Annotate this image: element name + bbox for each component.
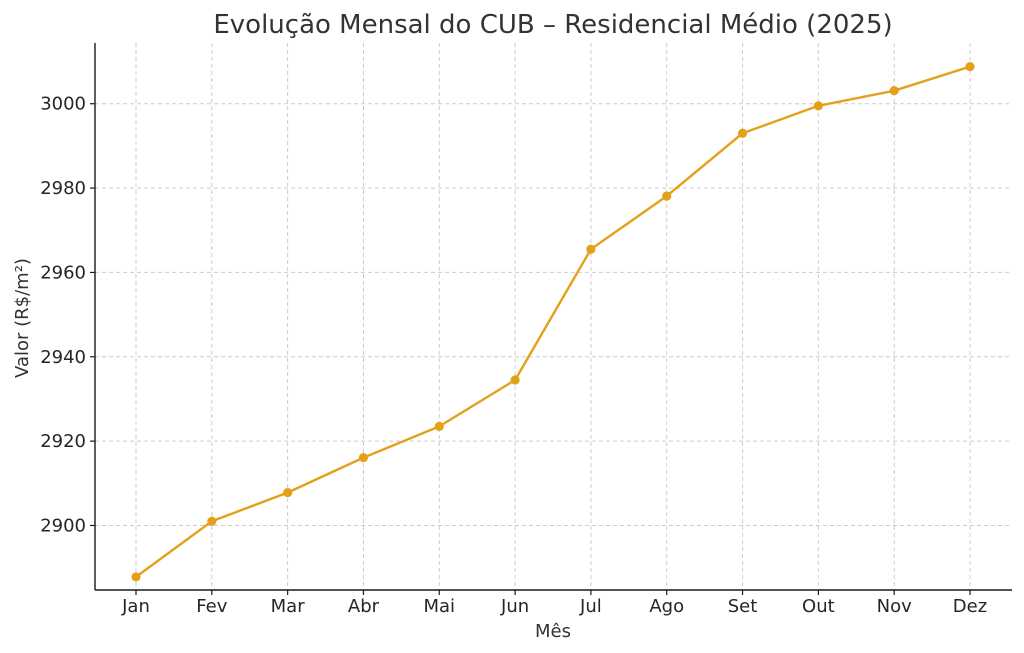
y-tick-label: 2960 xyxy=(40,262,86,283)
data-point xyxy=(737,128,748,138)
x-tick-label: Mar xyxy=(271,596,306,617)
data-point xyxy=(889,86,899,96)
x-tick-label: Out xyxy=(802,596,835,617)
y-tick-label: 2900 xyxy=(40,515,86,536)
data-point xyxy=(207,516,217,526)
x-tick-label: Ago xyxy=(649,596,684,617)
y-tick-label: 2980 xyxy=(40,178,86,199)
x-tick-label: Abr xyxy=(348,596,380,617)
data-point xyxy=(662,191,672,201)
data-point xyxy=(434,421,444,431)
grid xyxy=(95,43,1012,590)
data-point xyxy=(131,572,141,582)
x-tick-label: Jul xyxy=(579,596,602,617)
y-axis-ticks: 2900 2920 2940 2960 2980 3000 xyxy=(40,94,95,536)
y-tick-label: 2940 xyxy=(40,347,86,368)
x-tick-label: Jun xyxy=(500,596,529,617)
data-point xyxy=(283,487,293,498)
x-tick-label: Set xyxy=(728,596,758,617)
data-point xyxy=(965,62,975,72)
data-point xyxy=(358,452,369,463)
x-axis-ticks: Jan Fev Mar Abr Mai Jun Jul Ago Set Out Nov Dez xyxy=(121,590,987,617)
x-tick-label: Nov xyxy=(877,596,912,617)
x-tick-label: Fev xyxy=(196,596,227,617)
data-point xyxy=(510,375,520,385)
chart-title: Evolução Mensal do CUB – Residencial Méd… xyxy=(213,10,892,40)
x-tick-label: Mai xyxy=(423,596,455,617)
x-axis-label: Mês xyxy=(535,621,571,642)
x-tick-label: Dez xyxy=(953,596,987,617)
series-line xyxy=(134,65,972,579)
data-point xyxy=(813,101,823,111)
y-tick-label: 2920 xyxy=(40,431,86,452)
series-group xyxy=(131,62,975,582)
axes xyxy=(94,43,1012,591)
data-point xyxy=(586,244,596,254)
x-tick-label: Jan xyxy=(121,596,150,617)
y-tick-label: 3000 xyxy=(40,94,86,115)
y-axis-label: Valor (R$/m²) xyxy=(12,258,33,378)
